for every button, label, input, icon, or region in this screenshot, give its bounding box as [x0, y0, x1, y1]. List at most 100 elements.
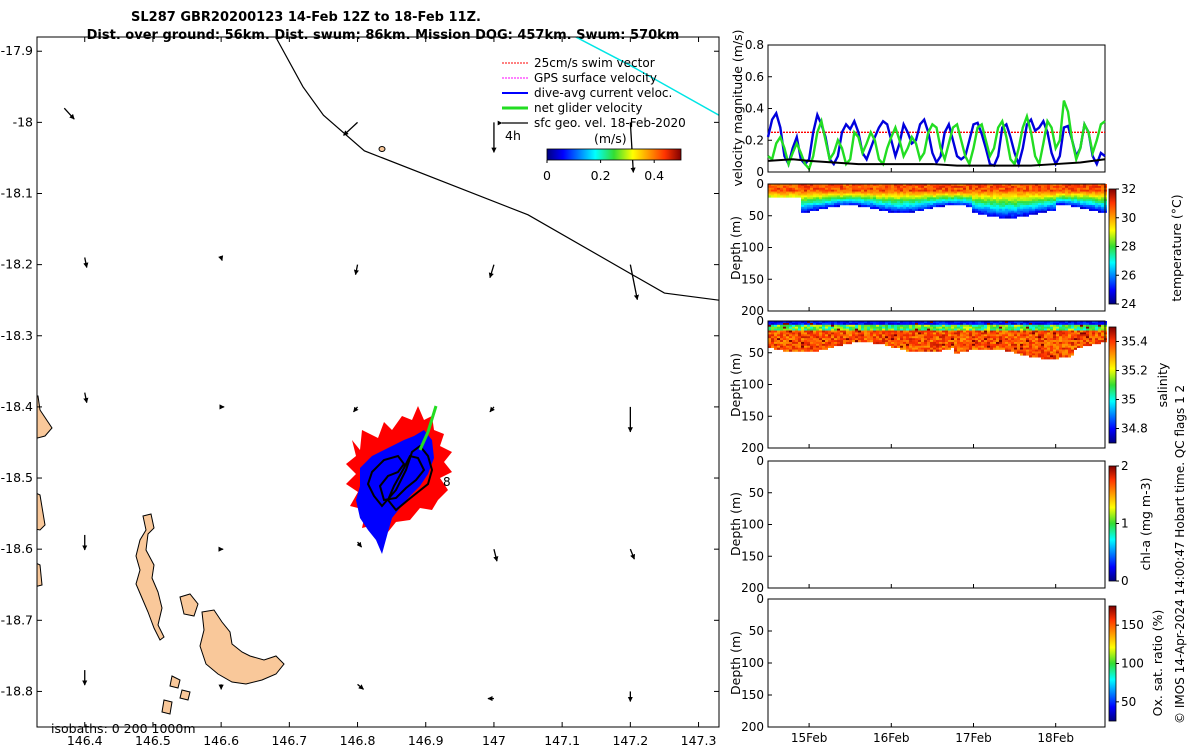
temperature-cell	[1038, 208, 1041, 211]
temperature-cell	[858, 195, 861, 198]
map-xtick-label: 146.8	[340, 733, 376, 748]
temperature-cell	[903, 210, 906, 213]
temperature-cell	[942, 203, 945, 206]
salinity-cell	[1032, 351, 1035, 354]
temperature-cell	[1050, 184, 1053, 187]
salinity-cell	[1044, 326, 1047, 329]
salinity-cell	[990, 336, 993, 339]
salinity-cell	[1050, 347, 1053, 350]
temperature-cell	[903, 191, 906, 194]
salinity-cell	[1050, 343, 1053, 347]
temperature-cell	[1011, 199, 1014, 202]
temperature-cell	[903, 197, 906, 200]
salinity-cell	[807, 334, 810, 337]
temperature-cell	[921, 206, 924, 210]
salinity-cell	[834, 343, 837, 347]
temperature-cell	[1032, 199, 1035, 202]
temperature-cell	[993, 197, 996, 200]
temperature-cell	[1077, 193, 1080, 196]
salinity-cell	[975, 340, 978, 343]
temperature-cell	[1020, 204, 1023, 208]
salinity-cell	[996, 334, 999, 337]
temperature-cell	[993, 210, 996, 213]
temperature-cell	[1050, 185, 1053, 189]
temperature-cell	[1077, 191, 1080, 194]
salinity-cell	[975, 332, 978, 335]
salinity-cell	[945, 338, 948, 341]
salinity-cell	[966, 336, 969, 339]
salinity-cell	[951, 341, 954, 345]
temperature-cell	[948, 191, 951, 194]
temperature-cell	[1101, 197, 1104, 200]
temperature-cell	[921, 185, 924, 189]
salinity-cell	[777, 341, 780, 345]
salinity-cell	[996, 332, 999, 335]
temperature-cell	[1062, 195, 1065, 198]
temperature-cell	[1044, 187, 1047, 191]
map-xtick-label: 146.9	[408, 733, 444, 748]
temperature-cell	[849, 203, 852, 206]
temperature-cell	[1101, 201, 1104, 204]
salinity-cell	[1020, 338, 1023, 341]
temperature-cell	[1026, 195, 1029, 198]
salinity-cell	[1011, 349, 1014, 352]
salinity-cell	[957, 351, 960, 354]
temperature-cell	[825, 187, 828, 191]
salinity-cell	[1062, 349, 1065, 352]
salinity-cell	[954, 322, 957, 326]
salinity-cell	[1035, 340, 1038, 343]
salinity-cell	[873, 326, 876, 329]
salinity-cell	[1068, 347, 1071, 350]
salinity-cell	[1038, 321, 1041, 324]
salinity-cell	[1029, 330, 1032, 333]
temperature-cell	[1080, 187, 1083, 191]
salinity-cell	[783, 343, 786, 347]
temperature-cell	[909, 197, 912, 200]
salinity-cell	[861, 324, 864, 328]
salinity-cell	[780, 321, 783, 324]
temperature-cell	[1086, 187, 1089, 191]
salinity-cell	[924, 349, 927, 352]
salinity-cell	[1002, 324, 1005, 328]
temperature-cell	[1020, 214, 1023, 217]
temperature-cell	[1083, 199, 1086, 202]
salinity-cell	[1083, 332, 1086, 335]
salinity-cell	[918, 322, 921, 326]
temperature-cell	[858, 189, 861, 192]
temperature-cell	[930, 185, 933, 189]
temperature-cell	[1035, 191, 1038, 194]
temperature-cell	[819, 201, 822, 204]
temperature-cell	[933, 195, 936, 198]
temperature-cell	[825, 201, 828, 204]
temperature-cell	[1008, 208, 1011, 211]
temperature-cell	[789, 195, 792, 198]
temperature-cell	[915, 204, 918, 208]
temperature-cell	[1098, 195, 1101, 198]
temperature-cell	[972, 208, 975, 211]
salinity-cell	[993, 322, 996, 326]
temperature-cell	[822, 187, 825, 191]
temperature-cbar-tick-label: 30	[1121, 211, 1136, 225]
salinity-cell	[825, 324, 828, 328]
temperature-cell	[942, 201, 945, 204]
salinity-cell	[786, 330, 789, 333]
salinity-cell	[846, 336, 849, 339]
temperature-cell	[1053, 191, 1056, 194]
salinity-cell	[924, 341, 927, 345]
temperature-cell	[999, 184, 1002, 187]
salinity-cell	[813, 345, 816, 348]
salinity-cell	[984, 345, 987, 348]
salinity-cell	[777, 336, 780, 339]
salinity-cell	[1044, 357, 1047, 360]
temperature-cell	[1053, 208, 1056, 211]
temperature-cell	[1038, 203, 1041, 206]
temperature-cell	[774, 187, 777, 191]
oxygen-axes-box	[767, 598, 1106, 728]
salinity-cell	[909, 326, 912, 329]
salinity-cell	[1092, 322, 1095, 326]
temperature-cell	[837, 189, 840, 192]
salinity-cell	[885, 334, 888, 337]
salinity-cell	[870, 332, 873, 335]
temperature-cell	[855, 193, 858, 196]
temperature-cell	[1002, 187, 1005, 191]
